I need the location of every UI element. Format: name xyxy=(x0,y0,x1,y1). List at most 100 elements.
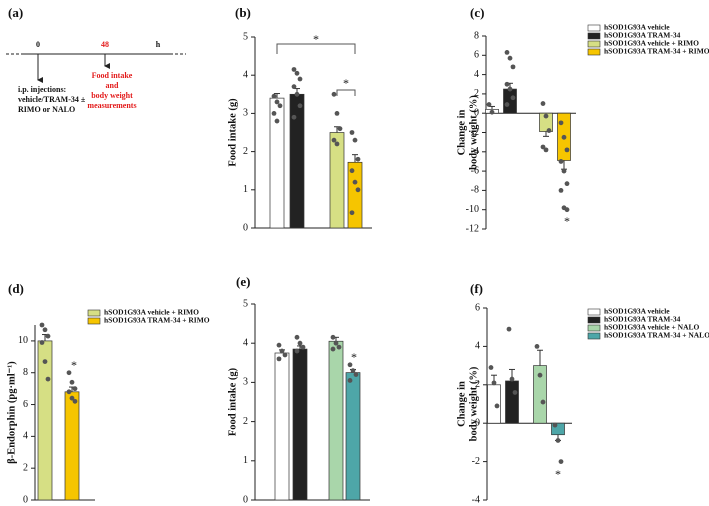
legend-label: hSOD1G93A TRAM-34 + RIMO xyxy=(104,316,210,325)
y-tick-label: 0 xyxy=(243,494,248,505)
data-point xyxy=(349,168,355,174)
data-point xyxy=(546,128,552,133)
y-tick-label: 2 xyxy=(23,462,28,473)
panel-label: (f) xyxy=(470,281,483,296)
event-text: measurements xyxy=(87,101,136,110)
data-point xyxy=(276,342,282,348)
data-point xyxy=(66,389,72,395)
sig-star: * xyxy=(71,358,77,372)
y-tick-label: 2 xyxy=(243,146,248,157)
legend-swatch xyxy=(587,308,601,316)
data-point xyxy=(300,344,306,350)
data-point xyxy=(330,346,336,352)
legend-swatch xyxy=(587,48,601,56)
y-tick-label: -6 xyxy=(471,165,479,176)
legend-swatch xyxy=(587,332,601,340)
data-point xyxy=(271,111,277,116)
data-point xyxy=(491,380,497,386)
bar xyxy=(292,348,308,501)
data-point xyxy=(355,187,361,193)
data-point xyxy=(352,137,358,143)
data-point xyxy=(274,99,280,105)
data-point xyxy=(564,147,570,153)
y-tick-label: 1 xyxy=(243,184,248,195)
data-point xyxy=(334,141,340,147)
sig-star: * xyxy=(343,76,349,90)
data-point xyxy=(69,395,75,401)
data-point xyxy=(274,118,280,124)
data-point xyxy=(39,340,45,345)
bar xyxy=(505,380,519,424)
data-point xyxy=(543,147,549,153)
y-tick-label: 6 xyxy=(23,399,28,410)
data-point xyxy=(486,102,492,107)
y-tick-label: 4 xyxy=(243,69,248,80)
bar xyxy=(328,340,344,501)
data-point xyxy=(504,50,510,55)
data-point xyxy=(66,370,72,376)
data-point xyxy=(282,352,288,358)
timeline-tick: 0 xyxy=(36,40,40,49)
y-axis-label: β-Endorphin (pg·ml⁻¹) xyxy=(6,361,17,464)
y-tick-label: 4 xyxy=(475,341,480,352)
data-point xyxy=(512,390,518,395)
data-point xyxy=(558,188,564,193)
panel-label: (d) xyxy=(8,281,24,296)
data-point xyxy=(347,378,353,383)
y-tick-label: 4 xyxy=(474,69,479,80)
data-point xyxy=(294,70,300,76)
legend-swatch xyxy=(87,317,101,325)
bar xyxy=(345,372,361,501)
chart-panel: (f) -4 -2 0 2 4 6 Change in body weight (%) * hSOD… xyxy=(456,281,709,505)
data-point xyxy=(291,114,297,120)
data-point xyxy=(42,327,48,333)
data-point xyxy=(45,333,51,339)
data-point xyxy=(537,372,543,378)
bar xyxy=(269,97,285,229)
y-tick-label: 4 xyxy=(243,337,248,348)
data-point xyxy=(555,438,561,443)
y-axis-label: body weight (%) xyxy=(468,366,479,441)
legend-swatch xyxy=(587,324,601,332)
y-tick-label: -4 xyxy=(471,146,479,157)
data-point xyxy=(558,459,564,464)
y-tick-label: 6 xyxy=(475,302,480,313)
sig-star: * xyxy=(564,214,570,228)
bar xyxy=(329,132,345,229)
data-point xyxy=(564,207,570,213)
data-point xyxy=(504,102,510,107)
y-tick-label: 8 xyxy=(23,367,28,378)
data-point xyxy=(294,348,300,354)
data-point xyxy=(336,344,342,350)
chart-panel: (c) -12 -10 -8 -6 -4 -2 0 2 4 6 8 Change in body weig… xyxy=(456,5,709,234)
y-tick-label: 8 xyxy=(474,30,479,41)
chart-panel: (d) 0 2 4 6 8 10 β-Endorphin (pg·ml⁻¹) * hSOD1G93… xyxy=(6,281,209,505)
data-point xyxy=(297,76,303,82)
event-text: vehicle/TRAM-34 ± xyxy=(18,95,86,104)
panel-label: (c) xyxy=(470,5,484,20)
data-point xyxy=(276,356,282,362)
timeline-panel: (a) 0 48 h i.p. injections: vehicle/TRAM… xyxy=(6,5,186,114)
bar xyxy=(487,384,501,424)
sig-star: * xyxy=(351,350,357,364)
data-point xyxy=(353,372,359,377)
y-tick-label: 4 xyxy=(23,431,28,442)
legend-swatch xyxy=(587,24,601,32)
y-tick-label: -4 xyxy=(472,494,480,505)
data-point xyxy=(69,379,75,385)
data-point xyxy=(349,210,355,216)
y-tick-label: 6 xyxy=(474,50,479,61)
event-text: and xyxy=(106,81,119,90)
y-tick-label: 3 xyxy=(243,108,248,119)
legend-label: hSOD1G93A TRAM-34 xyxy=(604,31,681,40)
data-point xyxy=(39,322,45,328)
data-point xyxy=(294,334,300,340)
sig-star: * xyxy=(313,32,319,46)
y-tick-label: -2 xyxy=(471,127,479,138)
data-point xyxy=(561,168,567,174)
legend-swatch xyxy=(587,40,601,48)
y-axis-label: Food intake (g) xyxy=(227,98,238,167)
legend-label: hSOD1G93A TRAM-34 xyxy=(604,315,681,324)
legend-label: hSOD1G93A vehicle xyxy=(604,23,670,32)
legend-swatch xyxy=(587,32,601,40)
